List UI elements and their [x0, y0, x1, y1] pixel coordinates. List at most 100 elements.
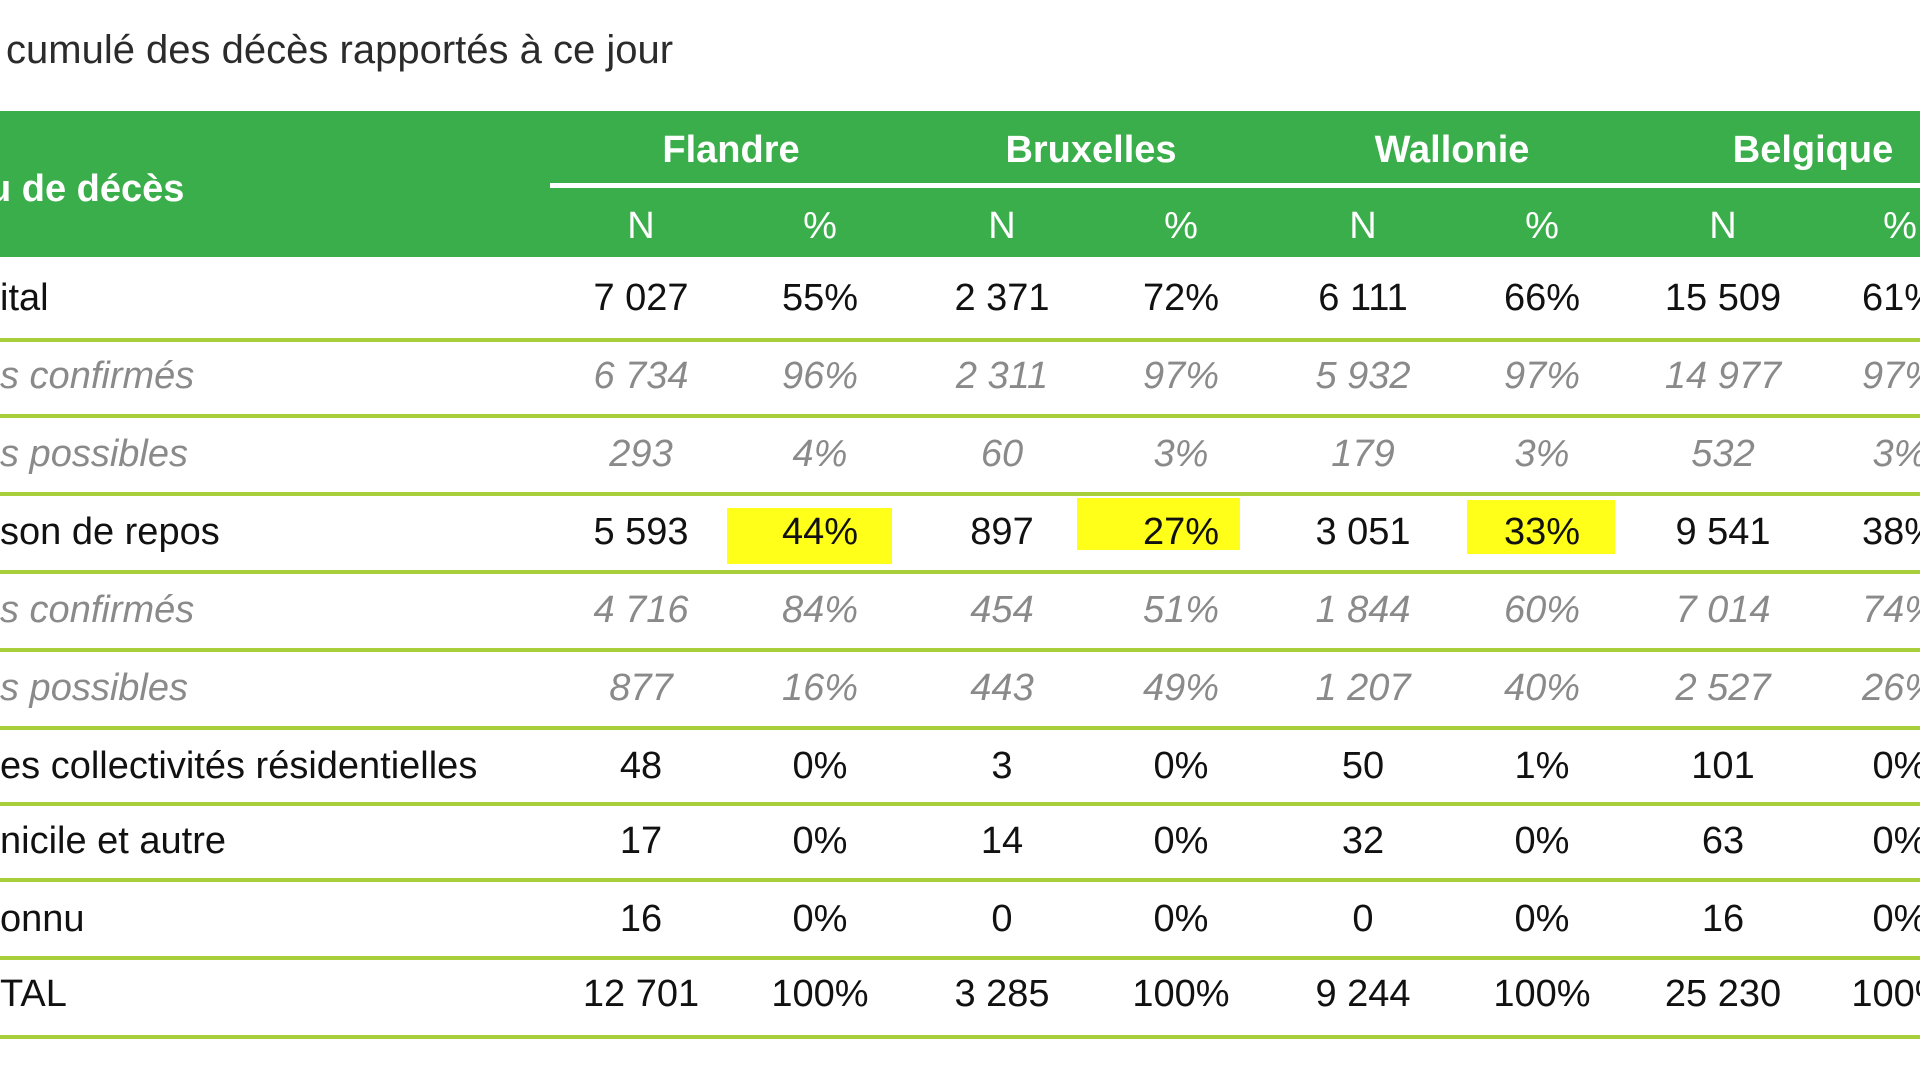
table-cell: 14 977 — [1664, 355, 1782, 397]
table-cell: 97% — [1142, 355, 1220, 397]
table-cell: 101 — [1691, 745, 1755, 787]
row-label: onnu — [0, 898, 85, 940]
table-cell: 16% — [781, 667, 859, 709]
table-cell: 3 285 — [954, 973, 1050, 1015]
table-cell: 3 — [991, 745, 1013, 787]
row-label: ital — [0, 277, 49, 319]
table-cell: 179 — [1331, 433, 1395, 475]
row-header: u de décès — [0, 168, 185, 210]
table-cell: 100% — [771, 973, 869, 1015]
table-cell: 61% — [1861, 277, 1920, 319]
table-cell: 26% — [1861, 667, 1920, 709]
header-divider — [550, 183, 1920, 188]
row-label: s confirmés — [0, 355, 195, 397]
table-cell: 897 — [970, 511, 1034, 553]
table-cell: 6 111 — [1318, 277, 1408, 319]
row-divider — [0, 956, 1920, 960]
region-header-flandre: Flandre — [662, 129, 800, 171]
table-cell: 2 371 — [954, 277, 1050, 319]
table-cell: 3% — [1872, 433, 1920, 475]
highlight-mark — [1467, 500, 1615, 554]
sub-header-pct: % — [803, 205, 837, 247]
table-cell: 2 311 — [955, 355, 1049, 397]
sub-header-pct: % — [1525, 205, 1559, 247]
region-header-bruxelles: Bruxelles — [1005, 129, 1177, 171]
highlight-mark — [727, 508, 892, 564]
row-label: TAL — [0, 973, 67, 1015]
table-cell: 0% — [1872, 820, 1920, 862]
table-cell: 100% — [1493, 973, 1591, 1015]
table-cell: 33% — [1503, 511, 1581, 553]
sub-header-pct: % — [1164, 205, 1198, 247]
table-cell: 0% — [792, 898, 848, 940]
table-cell: 12 701 — [582, 973, 700, 1015]
row-label: nicile et autre — [0, 820, 227, 862]
sub-header-n: N — [1709, 205, 1737, 247]
row-divider — [0, 414, 1920, 418]
row-label: s possibles — [0, 667, 188, 709]
table-cell: 0% — [1153, 820, 1209, 862]
table-cell: 2 527 — [1675, 667, 1771, 709]
table-cell: 66% — [1503, 277, 1581, 319]
table-cell: 100% — [1851, 973, 1920, 1015]
sub-header-n: N — [627, 205, 655, 247]
table-cell: 6 734 — [593, 355, 689, 397]
table-cell: 1% — [1514, 745, 1570, 787]
highlight-mark — [1077, 498, 1240, 550]
table-cell: 4 716 — [593, 589, 689, 631]
table-cell: 0% — [1153, 745, 1209, 787]
table-cell: 4% — [792, 433, 848, 475]
table-cell: 60% — [1503, 589, 1581, 631]
table-cell: 84% — [781, 589, 859, 631]
table-cell: 7 014 — [1675, 589, 1771, 631]
row-divider — [0, 570, 1920, 574]
row-divider — [0, 648, 1920, 652]
table-cell: 15 509 — [1664, 277, 1782, 319]
table-cell: 0% — [1514, 820, 1570, 862]
table-cell: 0% — [1153, 898, 1209, 940]
row-label: s possibles — [0, 433, 188, 475]
table-cell: 0% — [792, 820, 848, 862]
table-cell: 38% — [1861, 511, 1920, 553]
table-cell: 9 244 — [1315, 973, 1411, 1015]
row-label: es collectivités résidentielles — [0, 745, 478, 787]
table-cell: 0 — [1352, 898, 1374, 940]
table-cell: 16 — [1701, 898, 1745, 940]
table-cell: 5 593 — [593, 511, 689, 553]
table-cell: 0% — [1514, 898, 1570, 940]
table-caption: l cumulé des décès rapportés à ce jour — [0, 28, 674, 72]
row-divider — [0, 492, 1920, 496]
table-cell: 100% — [1132, 973, 1230, 1015]
row-label: son de repos — [0, 511, 220, 553]
table-cell: 51% — [1142, 589, 1220, 631]
table-cell: 97% — [1503, 355, 1581, 397]
table-cell: 96% — [781, 355, 859, 397]
sub-header-n: N — [1349, 205, 1377, 247]
table-cell: 1 844 — [1315, 589, 1411, 631]
table-cell: 50 — [1341, 745, 1385, 787]
table-cell: 454 — [970, 589, 1034, 631]
table-cell: 17 — [619, 820, 663, 862]
row-label: s confirmés — [0, 589, 195, 631]
table-cell: 55% — [781, 277, 859, 319]
table-cell: 1 207 — [1315, 667, 1411, 709]
row-divider — [0, 1035, 1920, 1039]
table-cell: 3% — [1153, 433, 1209, 475]
table-cell: 49% — [1142, 667, 1220, 709]
row-divider — [0, 802, 1920, 806]
table-cell: 293 — [609, 433, 673, 475]
row-divider — [0, 878, 1920, 882]
table-cell: 16 — [619, 898, 663, 940]
table-cell: 27% — [1142, 511, 1220, 553]
table-cell: 0% — [1872, 898, 1920, 940]
table-cell: 48 — [619, 745, 663, 787]
table-cell: 97% — [1861, 355, 1920, 397]
sub-header-n: N — [988, 205, 1016, 247]
table-cell: 9 541 — [1675, 511, 1771, 553]
table-cell: 3% — [1514, 433, 1570, 475]
table-cell: 72% — [1142, 277, 1220, 319]
table-cell: 74% — [1861, 589, 1920, 631]
table-cell: 0% — [1872, 745, 1920, 787]
table-cell: 0% — [792, 745, 848, 787]
table-cell: 5 932 — [1315, 355, 1411, 397]
